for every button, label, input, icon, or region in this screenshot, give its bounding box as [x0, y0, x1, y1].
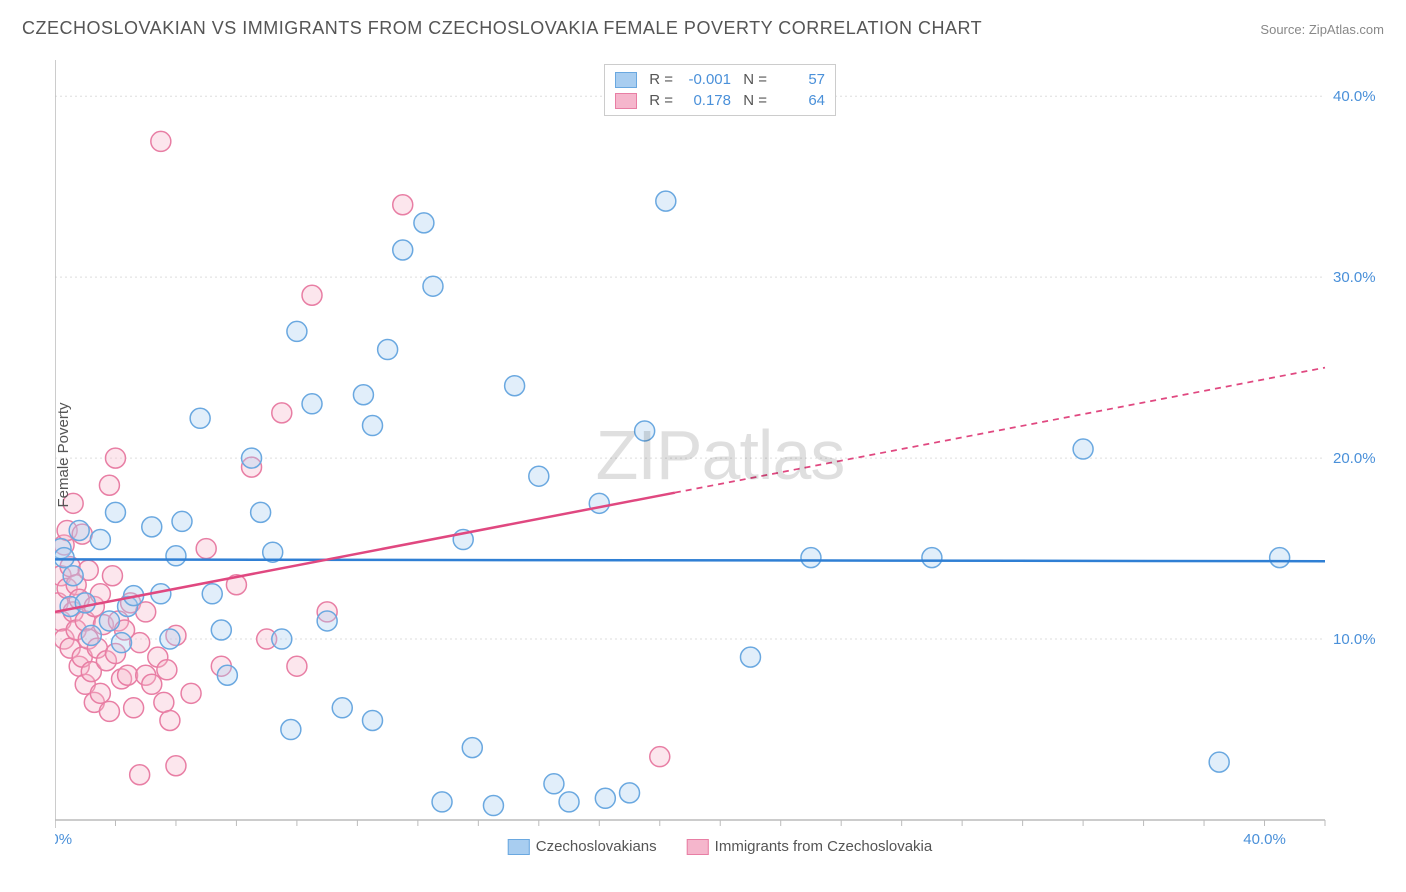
svg-text:30.0%: 30.0% [1333, 269, 1376, 286]
source-link[interactable]: ZipAtlas.com [1309, 22, 1384, 37]
legend-swatch-blue [508, 839, 530, 855]
correlation-stats-box: R = -0.001 N = 57 R = 0.178 N = 64 [604, 64, 836, 116]
legend-label-blue: Czechoslovakians [536, 838, 657, 855]
legend: Czechoslovakians Immigrants from Czechos… [508, 838, 932, 855]
r-label: R = [645, 92, 673, 109]
stats-row-pink: R = 0.178 N = 64 [615, 90, 825, 111]
n-label: N = [739, 92, 767, 109]
legend-label-pink: Immigrants from Czechoslovakia [715, 838, 933, 855]
source-attribution: Source: ZipAtlas.com [1260, 22, 1384, 37]
plot-area: Female Poverty R = -0.001 N = 57 R = 0.1… [55, 60, 1385, 850]
source-label: Source: [1260, 22, 1305, 37]
svg-text:0.0%: 0.0% [55, 831, 72, 848]
svg-text:40.0%: 40.0% [1333, 88, 1376, 105]
legend-item-blue: Czechoslovakians [508, 838, 657, 855]
n-label: N = [739, 71, 767, 88]
r-value-pink: 0.178 [681, 92, 731, 109]
legend-item-pink: Immigrants from Czechoslovakia [687, 838, 933, 855]
chart-title: CZECHOSLOVAKIAN VS IMMIGRANTS FROM CZECH… [22, 18, 982, 39]
n-value-blue: 57 [775, 71, 825, 88]
chart-container: CZECHOSLOVAKIAN VS IMMIGRANTS FROM CZECH… [0, 0, 1406, 892]
r-value-blue: -0.001 [681, 71, 731, 88]
r-label: R = [645, 71, 673, 88]
svg-text:10.0%: 10.0% [1333, 631, 1376, 648]
legend-swatch-pink [687, 839, 709, 855]
stats-row-blue: R = -0.001 N = 57 [615, 69, 825, 90]
y-axis-label: Female Poverty [55, 402, 72, 507]
scatter-plot-svg: 10.0% 20.0% 30.0% 40.0% 0.0% 40.0% [55, 60, 1385, 850]
n-value-pink: 64 [775, 92, 825, 109]
swatch-blue [615, 72, 637, 88]
svg-text:40.0%: 40.0% [1243, 831, 1286, 848]
swatch-pink [615, 93, 637, 109]
svg-text:20.0%: 20.0% [1333, 450, 1376, 467]
